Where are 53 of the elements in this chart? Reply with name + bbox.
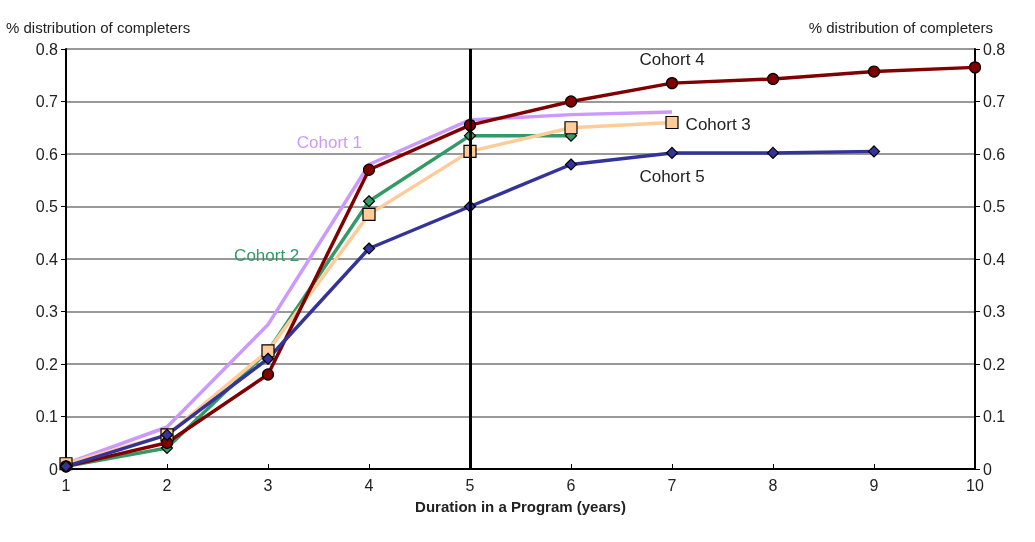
y-tick-label: 0.8 xyxy=(35,40,59,58)
point xyxy=(867,145,881,158)
y2-tick-label: 0.7 xyxy=(983,93,1006,110)
x-tick-label: 4 xyxy=(364,476,374,494)
y2-tick-label: 0.6 xyxy=(983,145,1006,163)
y2-tick-label: 0.8 xyxy=(983,40,1006,58)
y2-tick-label: 0 xyxy=(983,460,992,478)
y-tick-label: 0.2 xyxy=(35,355,59,373)
y2-tick-label: 0.1 xyxy=(983,408,1006,425)
point xyxy=(766,146,780,160)
point xyxy=(362,207,376,221)
y-tick-label: 0.5 xyxy=(35,198,59,215)
y2-tick-label: 0.4 xyxy=(983,250,1006,268)
x-tick-label: 7 xyxy=(667,476,677,494)
point xyxy=(362,163,376,176)
y-tick-label: 0.7 xyxy=(35,93,59,110)
y-tick-label: 0.4 xyxy=(35,250,59,268)
x-tick-label: 6 xyxy=(566,476,576,494)
point xyxy=(968,61,982,74)
y2-tick-label: 0.5 xyxy=(983,198,1006,215)
point xyxy=(665,146,679,160)
y-axis-title: % distribution of completers xyxy=(6,19,191,36)
x-axis-title: Duration in a Program (years) xyxy=(415,498,626,515)
series-label: Cohort 4 xyxy=(639,50,705,70)
point xyxy=(665,77,679,90)
y2-axis-title: % distribution of completers xyxy=(808,19,993,36)
point xyxy=(362,195,376,208)
y-tick-label: 0.6 xyxy=(35,145,59,163)
point xyxy=(362,242,376,255)
y-tick-label: 0.3 xyxy=(35,303,59,320)
series-label: Cohort 3 xyxy=(685,115,751,134)
x-tick-label: 5 xyxy=(465,476,475,494)
x-tick-label: 1 xyxy=(61,476,71,494)
point xyxy=(564,158,578,171)
point xyxy=(261,368,275,381)
x-tick-label: 3 xyxy=(263,476,273,494)
y2-tick-label: 0.3 xyxy=(983,303,1006,320)
point xyxy=(564,95,578,108)
series-label: Cohort 2 xyxy=(234,246,300,266)
point xyxy=(261,352,275,365)
point xyxy=(564,121,578,135)
x-tick-label: 2 xyxy=(162,476,172,494)
x-tick-label: 10 xyxy=(966,476,984,494)
series-label: Cohort 5 xyxy=(639,167,705,187)
y2-tick-label: 0.2 xyxy=(983,355,1006,373)
x-tick-label: 9 xyxy=(869,476,879,494)
point xyxy=(766,72,780,86)
point xyxy=(665,115,679,130)
series-label: Cohort 1 xyxy=(296,133,362,152)
y-tick-label: 0.1 xyxy=(35,408,59,425)
point xyxy=(867,65,881,78)
x-tick-label: 8 xyxy=(768,476,778,494)
y-tick-label: 0 xyxy=(49,460,59,478)
